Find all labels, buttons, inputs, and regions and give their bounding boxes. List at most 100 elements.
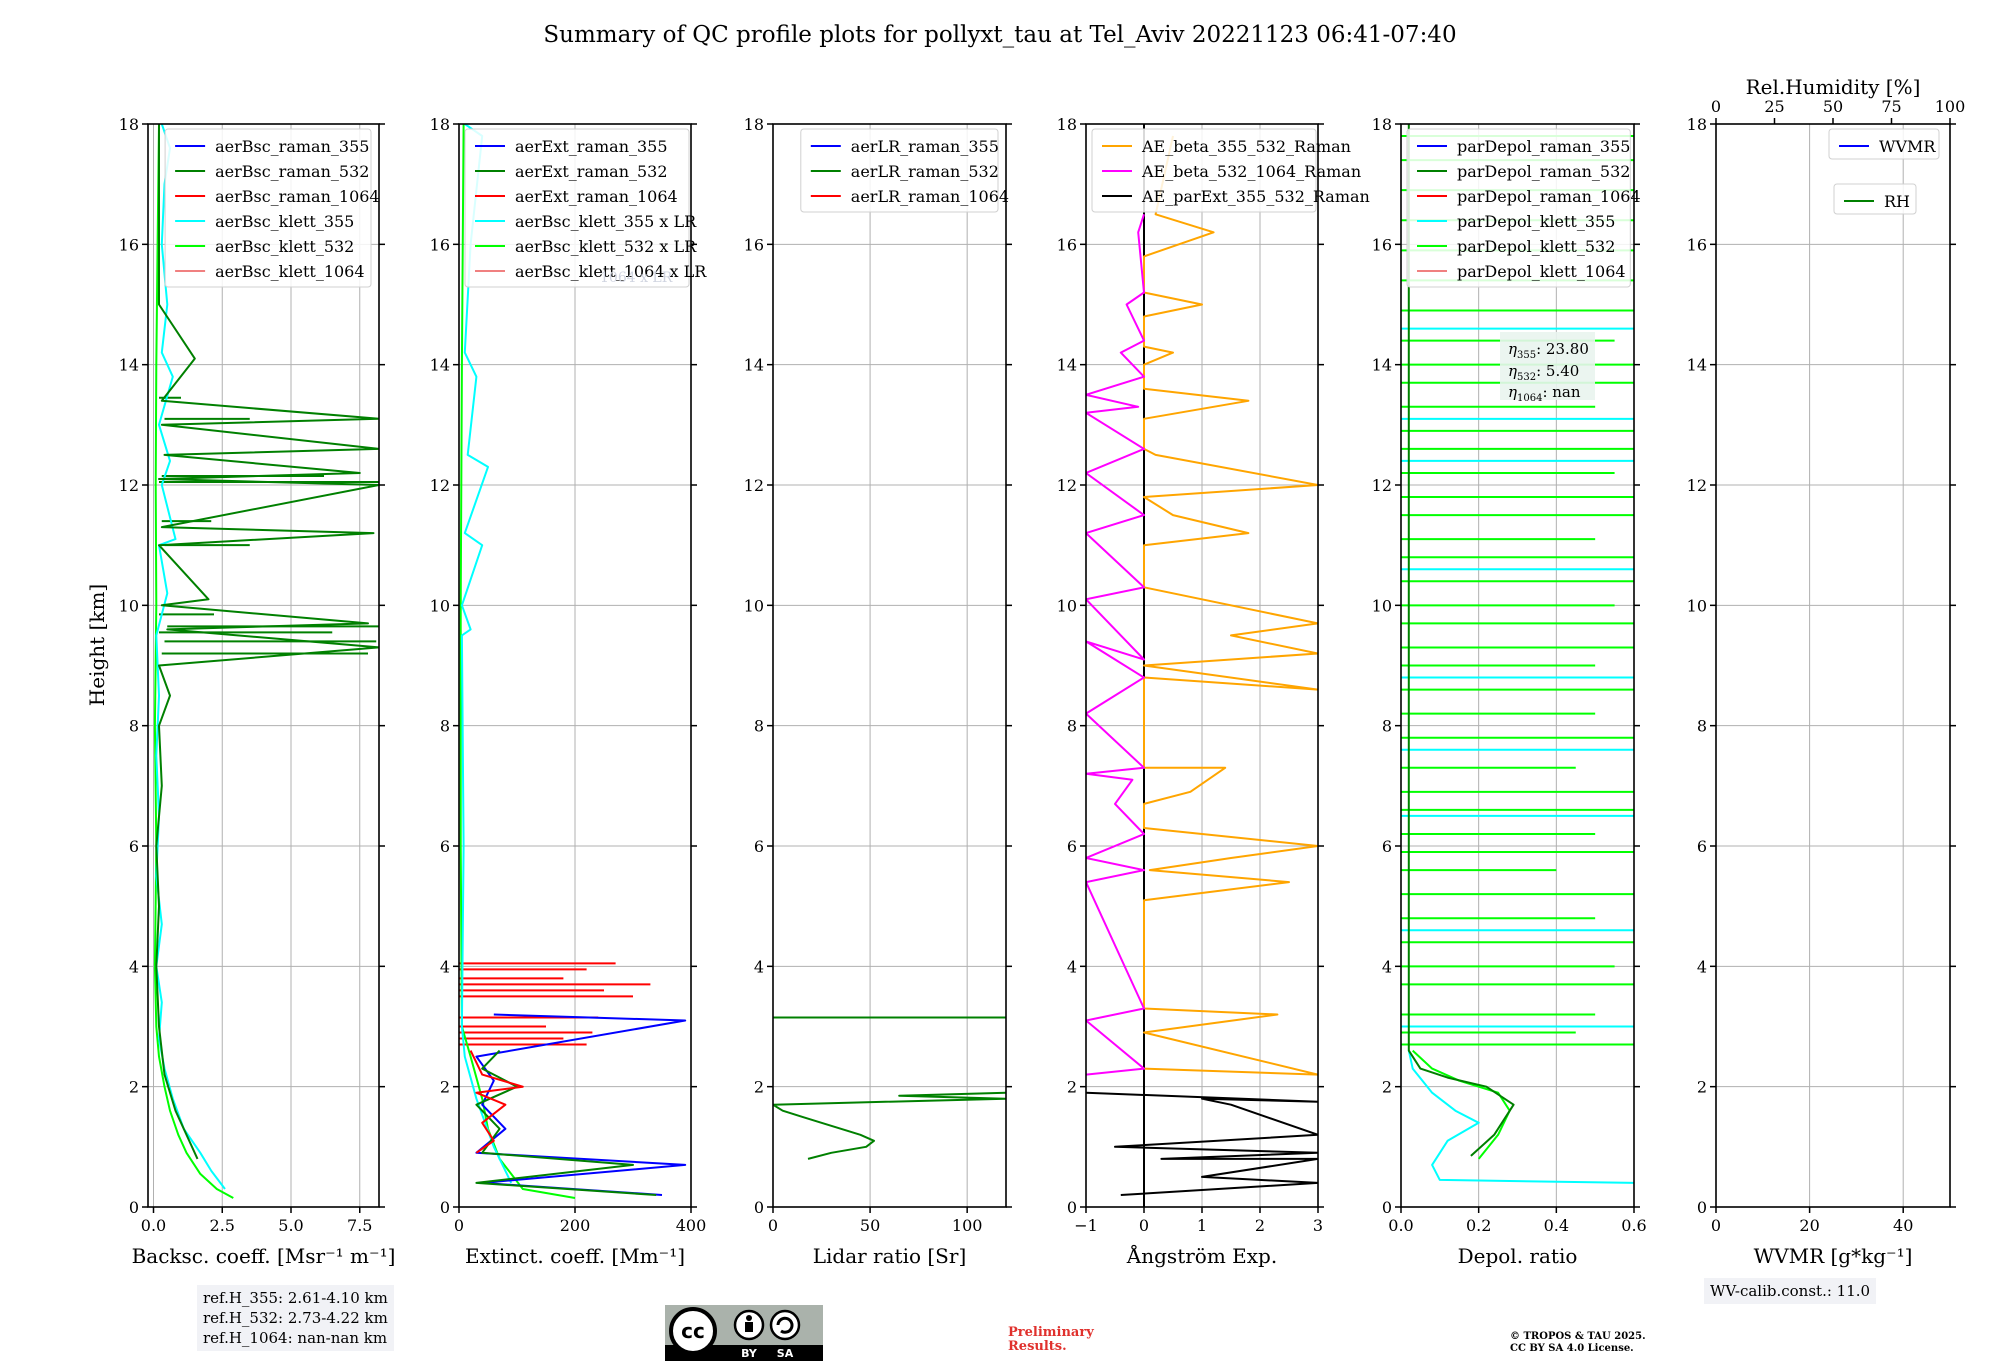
legend-label-AE_parExt_355_532_Raman: AE_parExt_355_532_Raman bbox=[1141, 187, 1370, 206]
wv-ytick-label: 2 bbox=[1697, 1078, 1707, 1097]
legend-label-aerBsc_klett_355: aerBsc_klett_355 bbox=[215, 212, 354, 231]
ext-data bbox=[459, 124, 687, 1199]
ext-ytick-label: 0 bbox=[440, 1198, 450, 1217]
ae-ytick-label: 10 bbox=[1057, 596, 1077, 615]
legend-label-aerBsc_klett_355 x LR: aerBsc_klett_355 x LR bbox=[515, 212, 697, 231]
wv-top-tick-label: 100 bbox=[1935, 97, 1966, 116]
series-aerBsc_raman_532 bbox=[155, 124, 379, 1160]
wv-ytick-label: 12 bbox=[1687, 476, 1707, 495]
depol-frame bbox=[1400, 123, 1635, 1208]
legend-label-AE_beta_532_1064_Raman: AE_beta_532_1064_Raman bbox=[1141, 162, 1361, 181]
legend-label-WVMR: WVMR bbox=[1879, 137, 1936, 156]
wv-xtick-label: 40 bbox=[1893, 1216, 1913, 1235]
legend-label-aerBsc_klett_1064: aerBsc_klett_1064 bbox=[215, 262, 364, 281]
lr-xtick-label: 100 bbox=[952, 1216, 983, 1235]
legend-label-aerBsc_raman_355: aerBsc_raman_355 bbox=[215, 137, 369, 156]
bsc-xtick-label: 2.5 bbox=[210, 1216, 235, 1235]
bsc-ytick-label: 14 bbox=[119, 356, 139, 375]
depol-ytick-label: 0 bbox=[1382, 1198, 1392, 1217]
ref-height-532: ref.H_532: 2.73-4.22 km bbox=[203, 1309, 388, 1327]
preliminary-line2: Results. bbox=[1008, 1339, 1067, 1354]
depol-ytick-label: 12 bbox=[1372, 476, 1392, 495]
eta-532-sub: 532 bbox=[1517, 372, 1536, 383]
preliminary-note: Preliminary Results. bbox=[1008, 1326, 1094, 1354]
ae-ytick-label: 4 bbox=[1067, 957, 1077, 976]
ref-height-355: ref.H_355: 2.61-4.10 km bbox=[203, 1289, 388, 1307]
bsc-ytick-label: 12 bbox=[119, 476, 139, 495]
series-aerBsc_klett_532 bbox=[153, 124, 234, 1199]
series-aerBsc_klett_532 x LR bbox=[459, 124, 576, 1199]
wv-legend: RH bbox=[1833, 183, 1917, 215]
wv-ytick-label: 4 bbox=[1697, 957, 1707, 976]
panel-depol: 0.0 0.2 0.4 0.6 0 2 4 6 8 10 12 14 16 18 Depol. ratio p… bbox=[1372, 115, 1647, 1268]
series-AE_beta_532_1064_Raman bbox=[1086, 213, 1145, 1076]
lr-ytick-label: 4 bbox=[754, 957, 764, 976]
legend-label-aerLR_raman_532: aerLR_raman_532 bbox=[851, 162, 999, 181]
ext-xtick-label: 0 bbox=[454, 1216, 464, 1235]
wv-legend: WVMR bbox=[1828, 128, 1940, 160]
eta-532-symbol: η bbox=[1508, 362, 1517, 380]
lr-ytick-label: 18 bbox=[744, 115, 764, 134]
wv-xtick-label: 0 bbox=[1711, 1216, 1721, 1235]
series-aerExt_raman_355 bbox=[475, 1013, 687, 1196]
legend-label-aerExt_raman_355: aerExt_raman_355 bbox=[515, 137, 668, 156]
ae-ytick-label: 6 bbox=[1067, 837, 1077, 856]
ae-data bbox=[1086, 124, 1318, 1207]
ae-frame bbox=[1085, 123, 1319, 1208]
hidden-legend-fragment: 1064 x LR bbox=[600, 270, 673, 286]
lr-ytick-label: 14 bbox=[744, 356, 764, 375]
bsc-ytick-label: 16 bbox=[119, 235, 139, 254]
legend-label-aerBsc_raman_1064: aerBsc_raman_1064 bbox=[215, 187, 380, 206]
wv-frame bbox=[1715, 123, 1951, 1208]
wv-ytick-label: 6 bbox=[1697, 837, 1707, 856]
lr-ytick-label: 10 bbox=[744, 596, 764, 615]
legend-label-parDepol_klett_532: parDepol_klett_532 bbox=[1457, 237, 1615, 256]
series-parDepol_raman_532 bbox=[1407, 124, 1515, 1157]
bsc-ytick-label: 0 bbox=[129, 1198, 139, 1217]
panel-ext: 0 200 400 0 2 4 6 8 10 12 14 16 18 Extinct. coeff. [M… bbox=[430, 115, 708, 1268]
wv-top-tick-label: 50 bbox=[1823, 97, 1843, 116]
depol-xlabel: Depol. ratio bbox=[1458, 1244, 1578, 1268]
depol-ytick-label: 6 bbox=[1382, 837, 1392, 856]
bsc-xtick-label: 7.5 bbox=[347, 1216, 372, 1235]
bsc-legend-frame bbox=[164, 128, 372, 288]
depol-ytick-label: 18 bbox=[1372, 115, 1392, 134]
ext-frame bbox=[458, 123, 692, 1208]
series-aerLR_raman_532 bbox=[773, 1091, 1006, 1160]
ae-xtick-label: 0 bbox=[1139, 1216, 1149, 1235]
ext-legend: aerExt_raman_355 aerExt_raman_532 aerExt_r… bbox=[464, 128, 707, 288]
wv-legend-frame bbox=[1833, 183, 1917, 215]
legend-label-aerExt_raman_532: aerExt_raman_532 bbox=[515, 162, 668, 181]
cc-text: cc bbox=[681, 1319, 705, 1343]
ae-ytick-label: 18 bbox=[1057, 115, 1077, 134]
lr-ytick-label: 16 bbox=[744, 235, 764, 254]
bsc-ytick-label: 6 bbox=[129, 837, 139, 856]
lr-ytick-label: 8 bbox=[754, 717, 764, 736]
y-axis-label: Height [km] bbox=[85, 584, 109, 706]
panel-bsc: 0.0 2.5 5.0 7.5 0 2 4 6 8 10 12 14 16 18 Backsc. coeff… bbox=[119, 115, 396, 1268]
bsc-ytick-label: 2 bbox=[129, 1078, 139, 1097]
preliminary-line1: Preliminary bbox=[1008, 1325, 1094, 1340]
ext-ytick-label: 14 bbox=[430, 356, 450, 375]
depol-ytick-label: 10 bbox=[1372, 596, 1392, 615]
eta-1064-sub: 1064 bbox=[1517, 393, 1542, 404]
ae-xtick-label: 1 bbox=[1197, 1216, 1207, 1235]
depol-xtick-label: 0.4 bbox=[1544, 1216, 1569, 1235]
wv-ytick-label: 0 bbox=[1697, 1198, 1707, 1217]
eta-1064-value: : nan bbox=[1542, 383, 1580, 401]
bsc-xtick-label: 0.0 bbox=[141, 1216, 166, 1235]
share-alike-icon bbox=[769, 1309, 801, 1341]
ext-ytick-label: 2 bbox=[440, 1078, 450, 1097]
lr-ytick-label: 0 bbox=[754, 1198, 764, 1217]
panel-wv: 0 20 40 0 2 4 6 8 10 12 14 16 18 WVMR [g*kg⁻¹] 0 25 50 75… bbox=[1687, 75, 1966, 1268]
wv-ytick-label: 8 bbox=[1697, 717, 1707, 736]
depol-ytick-label: 16 bbox=[1372, 235, 1392, 254]
ae-ytick-label: 8 bbox=[1067, 717, 1077, 736]
series-parDepol_klett_532 bbox=[1412, 1049, 1511, 1160]
legend-label-aerBsc_raman_532: aerBsc_raman_532 bbox=[215, 162, 369, 181]
ext-xtick-label: 400 bbox=[676, 1216, 707, 1235]
series-aerBsc_klett_355 x LR bbox=[460, 124, 513, 1184]
wv-xlabel: WVMR [g*kg⁻¹] bbox=[1754, 1244, 1913, 1268]
bsc-frame bbox=[147, 123, 380, 1208]
ext-ytick-label: 16 bbox=[430, 235, 450, 254]
